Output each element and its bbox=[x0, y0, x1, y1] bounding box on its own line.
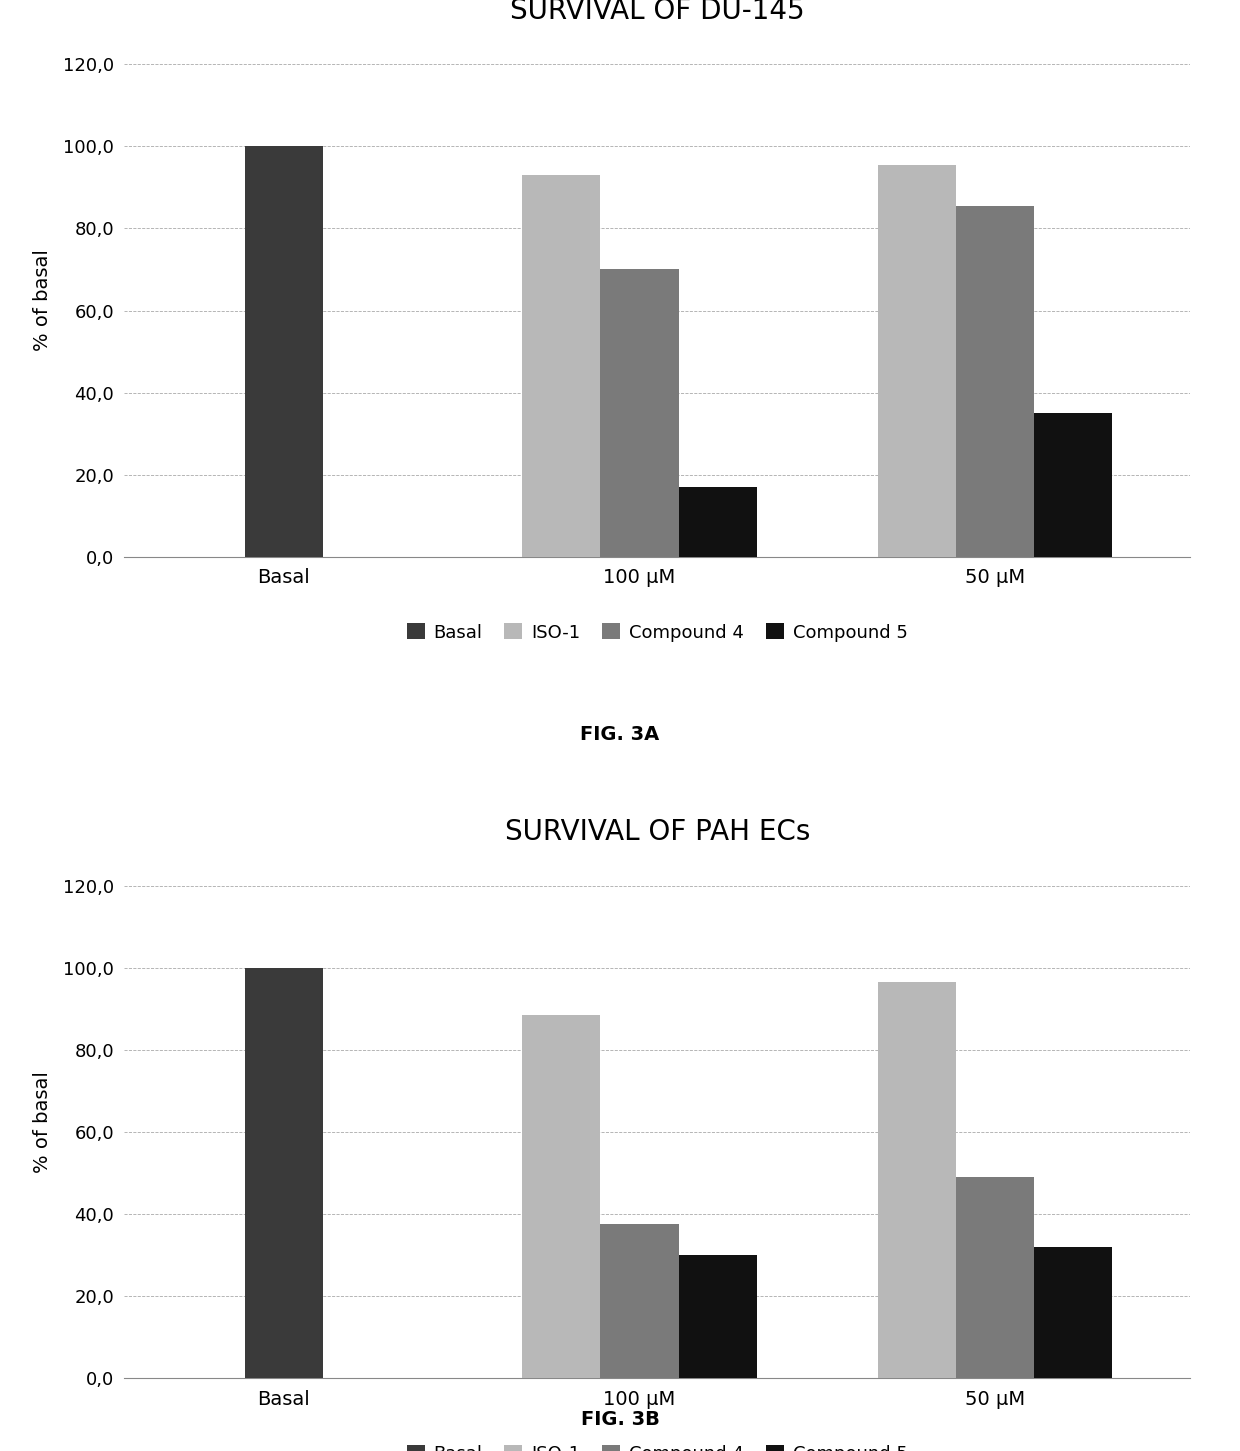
Bar bbox=[678, 488, 756, 557]
Legend: Basal, ISO-1, Compound 4, Compound 5: Basal, ISO-1, Compound 4, Compound 5 bbox=[398, 1436, 916, 1451]
Bar bbox=[878, 982, 956, 1378]
Bar bbox=[522, 1014, 600, 1378]
Text: FIG. 3A: FIG. 3A bbox=[580, 724, 660, 744]
Legend: Basal, ISO-1, Compound 4, Compound 5: Basal, ISO-1, Compound 4, Compound 5 bbox=[398, 614, 916, 650]
Bar bbox=[600, 270, 678, 557]
Title: SURVIVAL OF PAH ECs: SURVIVAL OF PAH ECs bbox=[505, 818, 810, 846]
Title: SURVIVAL OF DU-145: SURVIVAL OF DU-145 bbox=[510, 0, 805, 25]
Bar bbox=[956, 1177, 1034, 1378]
Bar bbox=[1034, 414, 1112, 557]
Bar bbox=[522, 176, 600, 557]
Bar bbox=[678, 1255, 756, 1378]
Bar bbox=[878, 165, 956, 557]
Bar bbox=[244, 147, 324, 557]
Bar bbox=[1034, 1246, 1112, 1378]
Y-axis label: % of basal: % of basal bbox=[33, 1071, 52, 1172]
Bar bbox=[244, 968, 324, 1378]
Bar bbox=[956, 206, 1034, 557]
Y-axis label: % of basal: % of basal bbox=[33, 250, 52, 351]
Bar bbox=[600, 1225, 678, 1378]
Text: FIG. 3B: FIG. 3B bbox=[580, 1409, 660, 1429]
